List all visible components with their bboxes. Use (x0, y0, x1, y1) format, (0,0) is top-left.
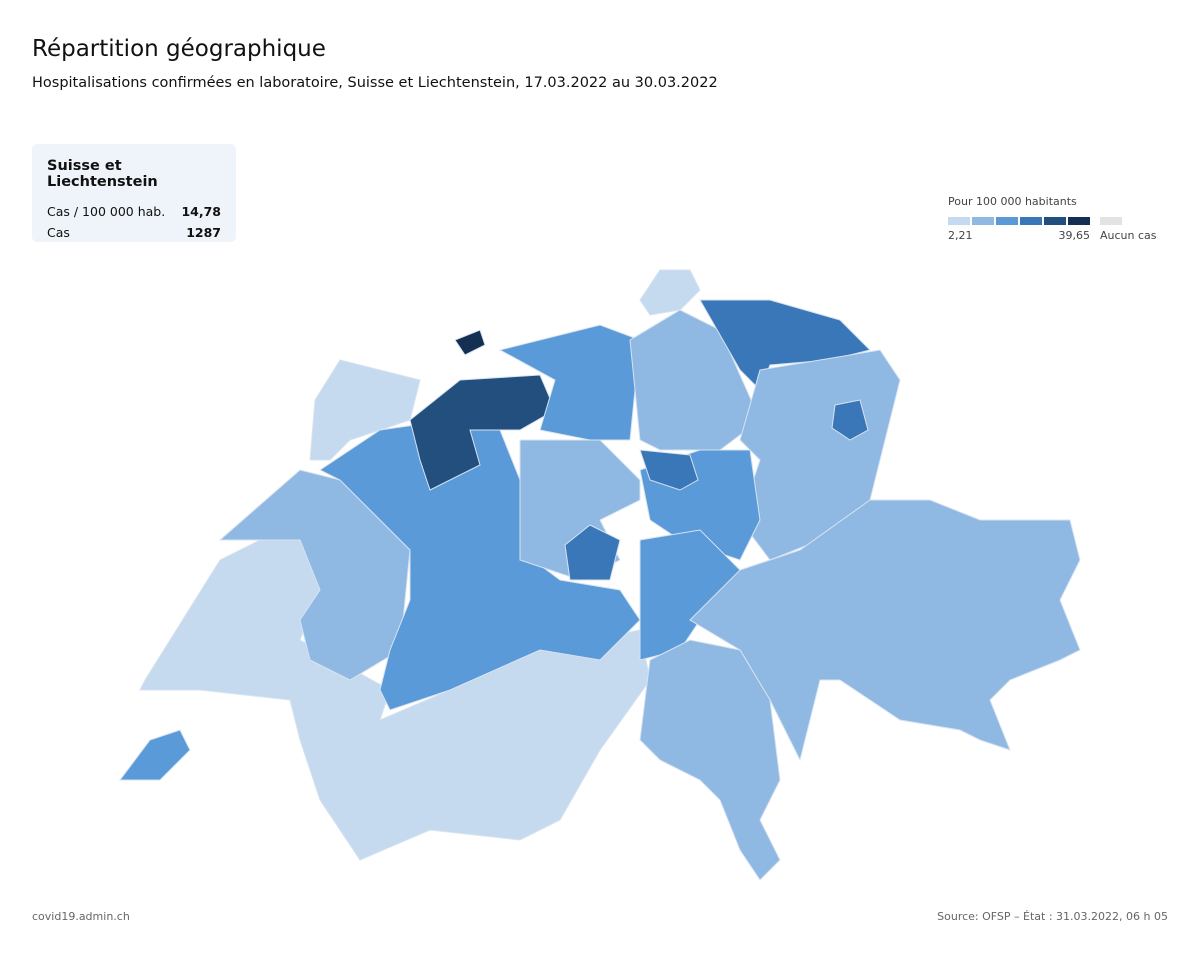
canton (639, 269, 701, 316)
legend-min: 2,21 (948, 229, 973, 242)
summary-title: Suisse et Liechtenstein (47, 158, 158, 190)
legend-swatch (948, 217, 970, 225)
legend-body: 2,21 39,65 Aucun cas (948, 208, 1157, 242)
title: Répartition géographique (32, 36, 326, 62)
canton (454, 329, 486, 356)
label: Cas / 100 000 hab. (47, 204, 166, 219)
canton (564, 524, 621, 581)
legend-scale: 2,21 39,65 (948, 208, 1090, 242)
canton (498, 324, 641, 441)
legend-none-swatch (1100, 217, 1122, 225)
canton (319, 419, 641, 711)
summary-box: Suisse et Liechtenstein Cas / 100 000 ha… (32, 144, 236, 242)
canton (119, 729, 191, 781)
canton (689, 499, 1081, 762)
legend-max: 39,65 (1058, 229, 1091, 242)
canton (639, 639, 781, 881)
legend-ends: 2,21 39,65 (948, 229, 1090, 242)
canton (831, 399, 869, 441)
legend-swatch (996, 217, 1018, 225)
summary-row: Cas / 100 000 hab. 14,78 (47, 204, 221, 219)
canton (639, 529, 741, 661)
footer-left: covid19.admin.ch (32, 910, 130, 923)
footer-right: Source: OFSP – État : 31.03.2022, 06 h 0… (937, 910, 1168, 923)
value: 1287 (186, 225, 221, 240)
label: Cas (47, 225, 70, 240)
canton (409, 374, 556, 491)
legend-none: Aucun cas (1100, 208, 1157, 242)
canton (629, 309, 761, 451)
legend: Pour 100 000 habitants 2,21 39,65 Aucun c… (948, 195, 1157, 242)
legend-title: Pour 100 000 habitants (948, 195, 1077, 208)
legend-swatch (972, 217, 994, 225)
legend-none-swatch-wrap (1100, 217, 1157, 225)
legend-none-label: Aucun cas (1100, 229, 1157, 242)
legend-swatch (1044, 217, 1066, 225)
canton (218, 469, 411, 681)
legend-swatch (1068, 217, 1090, 225)
legend-swatch (1020, 217, 1042, 225)
summary-row: Cas 1287 (47, 225, 221, 240)
subtitle: Hospitalisations confirmées en laboratoi… (32, 75, 718, 91)
canton (639, 449, 699, 491)
map (119, 269, 1081, 881)
legend-swatches (948, 217, 1090, 225)
value: 14,78 (181, 204, 221, 219)
